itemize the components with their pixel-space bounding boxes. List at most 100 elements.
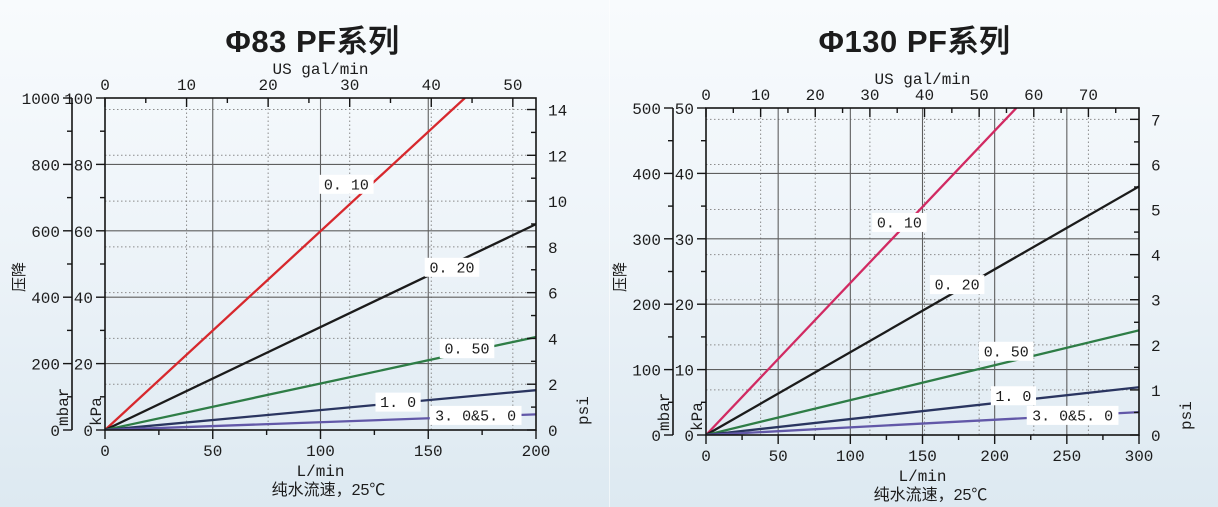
- series-label-box: [978, 341, 1034, 361]
- kpa-tick-label: 60: [74, 224, 93, 242]
- mbar-tick-label: 100: [632, 363, 661, 381]
- phi83-flow-chart: Φ83 PF系列 0. 10 0. 20 0. 50 1. 0 3. 0&5. 0 0 10 2…: [11, 24, 593, 499]
- chart-caption: 纯水流速，25℃: [874, 486, 988, 504]
- lmin-tick-label: 250: [1052, 448, 1081, 466]
- psi-tick-label: 14: [548, 103, 567, 121]
- series-lines: [706, 108, 1139, 435]
- mbar-tick-label: 0: [651, 428, 661, 446]
- gal-tick-label: 20: [259, 77, 278, 95]
- psi-tick-label: 2: [548, 377, 558, 395]
- kpa-tick-label: 80: [74, 157, 93, 175]
- lmin-tick-label: 0: [701, 448, 711, 466]
- gal-tick-label: 50: [970, 87, 989, 105]
- chart-title: Φ83 PF系列: [225, 24, 399, 59]
- mbar-tick-label: 600: [31, 224, 60, 242]
- series-label: 0. 20: [935, 278, 980, 295]
- lmin-tick-label: 100: [306, 443, 335, 461]
- psi-tick-label: 12: [548, 148, 567, 166]
- mbar-axis-label: mbar: [656, 393, 674, 431]
- lmin-tick-label: 200: [980, 448, 1009, 466]
- top-axis-label: US gal/min: [874, 71, 970, 89]
- mbar-tick-label: 400: [31, 290, 60, 308]
- gal-tick-label: 30: [860, 87, 879, 105]
- series-label: 3. 0&5. 0: [1032, 408, 1113, 425]
- psi-tick-label: 10: [548, 194, 567, 212]
- bottom-axis-label: L/min: [296, 463, 344, 481]
- series-label: 0. 50: [445, 342, 490, 359]
- kpa-tick-label: 50: [675, 101, 694, 119]
- gal-tick-label: 10: [177, 77, 196, 95]
- kpa-tick-label: 40: [675, 166, 694, 184]
- chart-title: Φ130 PF系列: [819, 24, 1011, 59]
- series-label: 0. 10: [877, 215, 922, 232]
- kpa-tick-label: 40: [74, 290, 93, 308]
- mbar-tick-label: 400: [632, 166, 661, 184]
- kpa-tick-label: 100: [64, 91, 93, 109]
- series-line-1.0: [105, 389, 536, 430]
- series-line-0.50: [706, 329, 1139, 435]
- gal-tick-label: 40: [915, 87, 934, 105]
- gal-tick-label: 20: [806, 87, 825, 105]
- series-label-box: [424, 257, 480, 277]
- kpa-tick-label: 0: [83, 423, 93, 441]
- lmin-tick-label: 50: [203, 443, 222, 461]
- psi-tick-label: 6: [548, 286, 558, 304]
- psi-axis-label: psi: [1178, 401, 1196, 430]
- series-label: 1. 0: [995, 389, 1031, 406]
- series-label-box: [439, 339, 495, 359]
- series-labels: 0. 10 0. 20 0. 50 1. 0 3. 0&5. 0: [319, 174, 522, 425]
- mbar-tick-label: 1000: [22, 91, 60, 109]
- lmin-tick-label: 100: [836, 448, 865, 466]
- grid: [105, 98, 536, 430]
- bottom-axis-label: L/min: [898, 468, 946, 486]
- series-label-box: [872, 212, 927, 232]
- gal-tick-label: 10: [751, 87, 770, 105]
- mbar-axis-label: mbar: [55, 388, 73, 426]
- lmin-tick-label: 0: [100, 443, 110, 461]
- series-label-box: [375, 392, 421, 412]
- y-axis-title: 压降: [612, 262, 629, 292]
- series-label: 0. 50: [984, 344, 1029, 361]
- grid: [706, 108, 1139, 435]
- mbar-tick-label: 200: [31, 357, 60, 375]
- series-label-box: [1026, 405, 1119, 425]
- gal-tick-label: 50: [503, 77, 522, 95]
- gal-tick-label: 70: [1079, 87, 1098, 105]
- lmin-tick-label: 150: [908, 448, 937, 466]
- lmin-tick-label: 150: [414, 443, 443, 461]
- kpa-axis-label: kPa: [689, 402, 707, 431]
- gal-tick-label: 0: [701, 87, 711, 105]
- series-line-1.0: [706, 386, 1139, 435]
- series-line-0.10: [706, 108, 1018, 435]
- gal-tick-label: 30: [340, 77, 359, 95]
- series-label: 3. 0&5. 0: [435, 408, 516, 425]
- gal-tick-label: 60: [1024, 87, 1043, 105]
- chart-panel-phi130: Φ130 PF系列 0. 10 0. 20 0. 50 1. 0 3. 0&5. 0 0 10…: [609, 0, 1218, 507]
- chart-caption: 纯水流速，25℃: [272, 481, 386, 499]
- kpa-axis-label: kPa: [88, 397, 106, 426]
- psi-tick-label: 4: [548, 331, 558, 349]
- series-labels: 0. 10 0. 20 0. 50 1. 03. 0&5. 0: [872, 212, 1119, 425]
- series-label: 1. 0: [380, 395, 416, 412]
- psi-tick-label: 7: [1151, 112, 1161, 130]
- series-line-0.10: [105, 98, 466, 430]
- mbar-tick-label: 500: [632, 101, 661, 119]
- lmin-tick-label: 200: [522, 443, 551, 461]
- kpa-tick-label: 20: [74, 357, 93, 375]
- series-label: 0. 10: [324, 177, 369, 194]
- series-label-box: [990, 386, 1037, 406]
- mbar-tick-label: 200: [632, 297, 661, 315]
- series-label: 0. 20: [429, 260, 474, 277]
- psi-tick-label: 1: [1151, 383, 1161, 401]
- mbar-tick-label: 300: [632, 232, 661, 250]
- y-axis-title: 压降: [11, 262, 28, 292]
- psi-tick-label: 3: [1151, 293, 1161, 311]
- kpa-tick-label: 30: [675, 232, 694, 250]
- series-label-box: [319, 174, 374, 194]
- kpa-tick-label: 20: [675, 297, 694, 315]
- psi-axis-label: psi: [575, 396, 593, 425]
